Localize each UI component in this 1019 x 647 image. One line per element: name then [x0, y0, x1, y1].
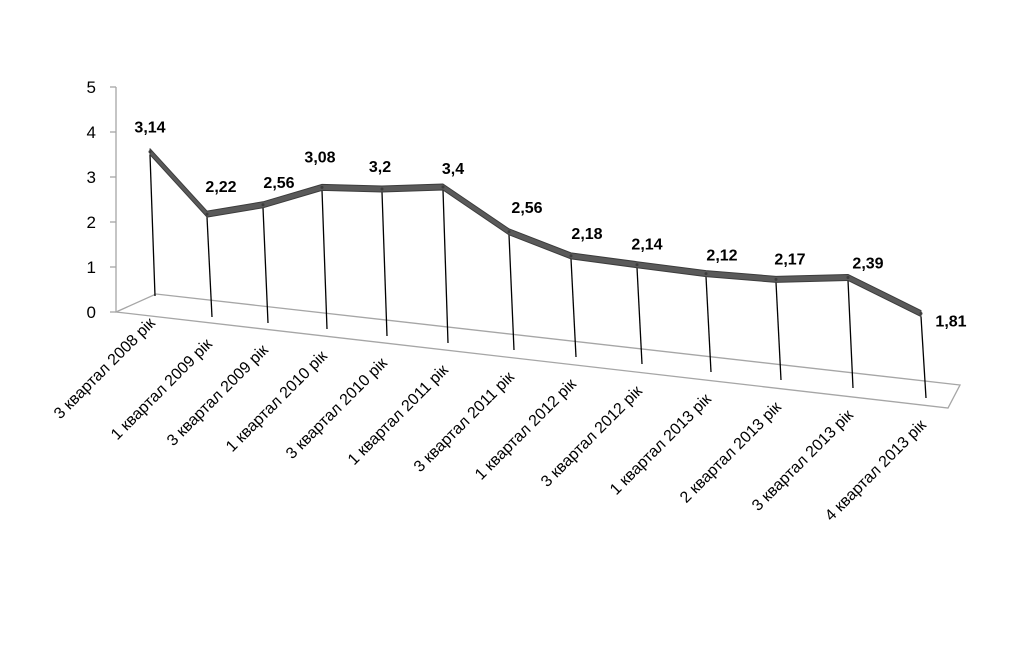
chart-floor: [113, 293, 962, 409]
y-tick-label: 3: [87, 168, 96, 187]
data-label: 2,12: [706, 248, 737, 265]
data-label: 3,4: [442, 161, 464, 178]
data-label: 3,2: [369, 159, 391, 176]
data-label: 3,14: [134, 120, 165, 137]
data-point: [148, 150, 152, 154]
data-label: 3,08: [304, 149, 335, 166]
data-label: 2,18: [571, 226, 602, 243]
drop-line: [149, 154, 156, 297]
drop-line: [381, 191, 388, 337]
data-point: [205, 212, 209, 216]
y-tick-label: 0: [87, 303, 96, 322]
data-point: [704, 272, 708, 276]
y-tick-label: 1: [87, 258, 96, 277]
y-tick-label: 2: [87, 213, 96, 232]
drop-line: [508, 234, 515, 351]
drop-line: [636, 267, 643, 365]
data-label: 2,17: [774, 251, 805, 268]
drop-line: [206, 217, 213, 318]
y-tick-label: 4: [87, 123, 96, 142]
data-point: [846, 275, 850, 279]
data-label: 2,22: [205, 179, 236, 196]
data-point: [919, 312, 923, 316]
data-label: 2,39: [852, 255, 883, 272]
series-ribbon: [148, 148, 923, 318]
drop-lines: [149, 154, 927, 399]
drop-line: [847, 280, 854, 389]
series-ribbon-band: [149, 148, 922, 318]
data-label: 2,56: [263, 175, 294, 192]
data-point: [774, 277, 778, 281]
drop-line: [570, 258, 577, 358]
data-labels: 3,14 2,22 2,56 3,08 3,2 3,4 2,56 2,18 2,14 2,12 2,…: [134, 120, 966, 331]
data-point: [320, 185, 324, 189]
data-point: [441, 185, 445, 189]
data-label: 1,81: [935, 314, 966, 331]
drop-line: [442, 189, 449, 344]
data-point: [569, 254, 573, 258]
data-point: [507, 230, 511, 234]
data-point: [261, 203, 265, 207]
data-label: 2,56: [511, 200, 542, 217]
floor-plane: [113, 293, 962, 409]
data-label: 2,14: [631, 237, 662, 254]
drop-line: [920, 316, 927, 399]
drop-line: [705, 276, 712, 373]
drop-line: [775, 282, 782, 381]
data-point: [380, 187, 384, 191]
value-axis: 0 1 2 3 4 5: [87, 78, 117, 322]
drop-line: [262, 207, 269, 324]
data-point: [635, 263, 639, 267]
y-tick-label: 5: [87, 78, 96, 97]
drop-line: [321, 190, 328, 330]
